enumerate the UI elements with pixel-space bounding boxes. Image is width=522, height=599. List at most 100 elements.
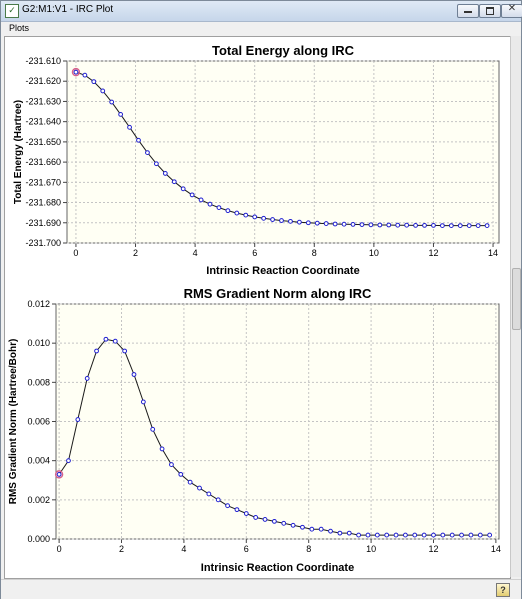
- data-point: [215, 497, 221, 503]
- data-point: [162, 171, 168, 176]
- data-point: [271, 518, 277, 524]
- help-icon[interactable]: ?: [496, 583, 510, 597]
- data-point: [403, 532, 408, 538]
- x-tick-label: 14: [488, 248, 498, 258]
- data-point: [225, 503, 230, 509]
- data-point: [314, 220, 320, 226]
- y-tick-label: 0.012: [27, 299, 50, 309]
- data-point: [346, 530, 352, 536]
- data-point: [374, 532, 380, 538]
- data-point: [127, 124, 132, 130]
- data-point: [91, 79, 97, 85]
- scrollbar-thumb[interactable]: [512, 268, 521, 330]
- data-point: [468, 532, 474, 538]
- data-point: [140, 399, 146, 405]
- x-tick-label: 4: [193, 248, 198, 258]
- y-tick-label: -231.690: [25, 218, 61, 228]
- x-tick-label: 4: [181, 544, 186, 554]
- y-tick-label: 0.006: [27, 417, 50, 427]
- maximize-icon: [486, 7, 494, 15]
- data-point: [404, 222, 410, 228]
- data-point: [318, 526, 324, 532]
- data-point: [332, 221, 338, 227]
- data-point: [305, 220, 311, 226]
- close-icon: ✕: [507, 3, 517, 14]
- y-tick-label: -231.700: [25, 238, 61, 248]
- x-tick-label: 6: [252, 248, 257, 258]
- data-point: [145, 150, 150, 156]
- data-point: [300, 524, 305, 530]
- y-tick-label: -231.670: [25, 177, 61, 187]
- data-point: [136, 137, 141, 143]
- data-point: [440, 532, 446, 538]
- data-point: [131, 372, 137, 377]
- data-point: [198, 197, 204, 203]
- y-tick-label: 0.000: [27, 534, 50, 544]
- data-point: [207, 201, 213, 207]
- x-tick-label: 6: [244, 544, 249, 554]
- data-point: [73, 69, 79, 75]
- y-axis-label: Total Energy (Hartree): [13, 100, 24, 204]
- data-point: [197, 485, 202, 491]
- chart-title: RMS Gradient Norm along IRC: [184, 286, 372, 301]
- data-point: [475, 223, 481, 229]
- data-point: [281, 520, 287, 526]
- data-point: [377, 222, 383, 228]
- x-tick-label: 12: [428, 248, 438, 258]
- data-point: [413, 223, 418, 228]
- y-tick-label: -231.640: [25, 117, 61, 127]
- data-point: [243, 212, 249, 218]
- data-point: [393, 532, 399, 538]
- data-point: [103, 336, 109, 342]
- title-bar[interactable]: ✓ G2:M1:V1 - IRC Plot ✕: [1, 1, 522, 22]
- data-point: [384, 532, 390, 538]
- plot-area: 0 2 4 6 8 10 12 14 -231.610 -231.620 -231.630 -231.…: [4, 36, 511, 579]
- current-point-marker: [71, 67, 81, 77]
- data-point: [234, 210, 240, 216]
- minimize-button[interactable]: [457, 4, 479, 18]
- x-tick-label: 0: [73, 248, 78, 258]
- data-point: [328, 528, 333, 534]
- app-icon: ✓: [5, 4, 19, 18]
- y-tick-label: 0.002: [27, 495, 50, 505]
- x-tick-label: 2: [119, 544, 124, 554]
- data-point: [449, 532, 455, 538]
- vertical-scrollbar[interactable]: [510, 36, 521, 577]
- data-point: [323, 221, 329, 226]
- data-point: [350, 221, 356, 227]
- data-point: [484, 223, 490, 229]
- menu-plots[interactable]: Plots: [9, 23, 30, 33]
- irc-charts: 0 2 4 6 8 10 12 14 -231.610 -231.620 -231.630 -231.…: [8, 43, 501, 574]
- data-point: [150, 426, 156, 432]
- x-tick-label: 8: [306, 544, 311, 554]
- close-button[interactable]: ✕: [501, 3, 522, 18]
- window-title: G2:M1:V1 - IRC Plot: [22, 4, 114, 15]
- data-point: [206, 491, 212, 497]
- chart-title: Total Energy along IRC: [212, 43, 355, 58]
- y-axis-label: RMS Gradient Norm (Hartree/Bohr): [8, 339, 19, 505]
- data-point: [82, 72, 88, 78]
- data-point: [356, 532, 362, 538]
- y-tick-label: -231.620: [25, 76, 61, 86]
- data-point: [431, 532, 436, 538]
- y-tick-label: -231.650: [25, 137, 61, 147]
- y-tick-label: -231.610: [25, 56, 61, 66]
- x-tick-label: 2: [133, 248, 138, 258]
- data-point: [187, 479, 193, 485]
- data-point: [457, 223, 463, 229]
- data-point: [459, 532, 464, 538]
- maximize-button[interactable]: [479, 4, 501, 18]
- data-point: [112, 338, 118, 344]
- data-point: [296, 219, 302, 225]
- data-point: [159, 446, 165, 452]
- menu-bar: Plots: [1, 22, 521, 36]
- y-tick-label: -231.680: [25, 198, 61, 208]
- data-point: [395, 222, 401, 228]
- data-point: [422, 223, 427, 228]
- data-point: [66, 458, 71, 464]
- x-axis-label: Intrinsic Reaction Coordinate: [201, 562, 354, 574]
- data-point: [56, 471, 62, 477]
- data-point: [477, 532, 483, 538]
- data-point: [84, 376, 90, 381]
- data-point: [431, 223, 436, 228]
